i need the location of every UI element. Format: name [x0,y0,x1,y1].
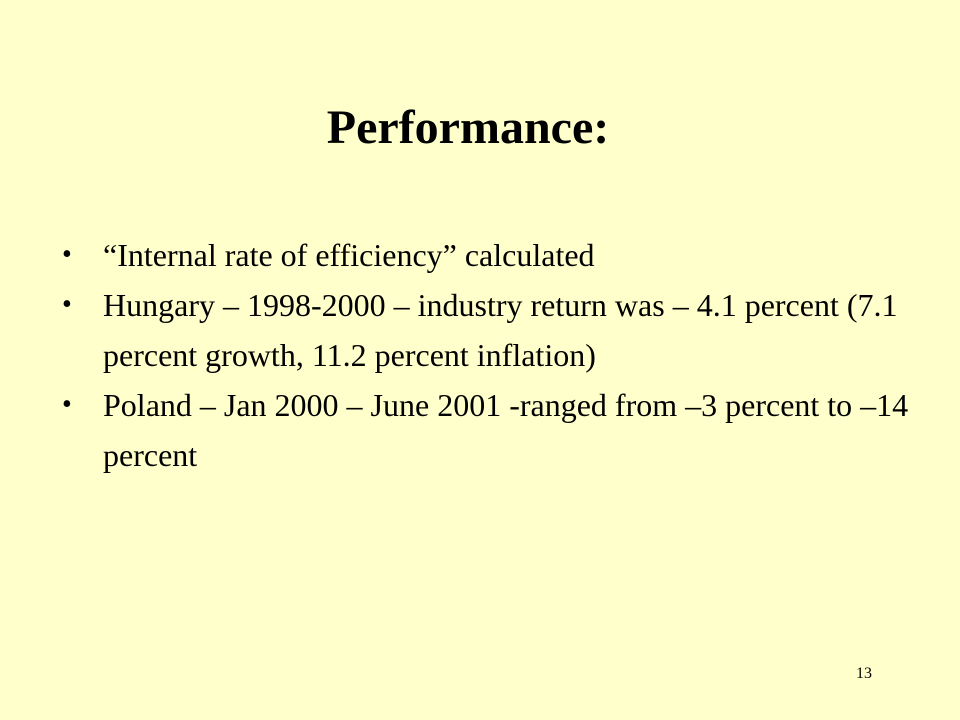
bullet-icon: • [62,289,72,320]
slide-title: Performance: [326,101,610,154]
bullet-text: Poland – Jan 2000 – June 2001 -ranged fr… [103,387,909,473]
bullet-text: “Internal rate of efficiency” calculated [103,237,595,273]
bullet-item-hungary: • Hungary – 1998-2000 – industry return … [62,280,922,380]
bullet-item-efficiency: • “Internal rate of efficiency” calculat… [62,230,922,280]
bullet-text: Hungary – 1998-2000 – industry return wa… [103,287,898,373]
bullet-list: • “Internal rate of efficiency” calculat… [62,230,922,480]
bullet-item-poland: • Poland – Jan 2000 – June 2001 -ranged … [62,380,922,480]
bullet-icon: • [62,239,72,270]
bullet-icon: • [62,389,72,420]
page-number: 13 [856,665,872,682]
